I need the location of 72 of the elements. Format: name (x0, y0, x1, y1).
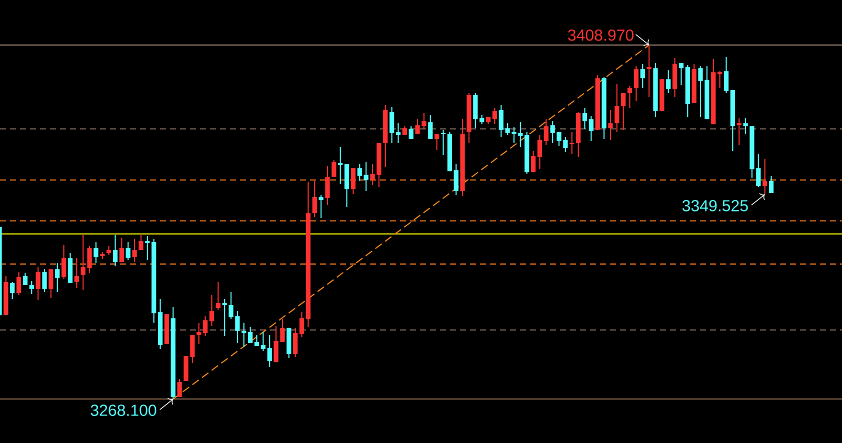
annotation: 3349.525 (682, 200, 748, 212)
candlestick (242, 322, 246, 348)
candlestick (640, 64, 645, 88)
candlestick (248, 326, 253, 344)
candlestick (42, 268, 47, 293)
candlestick (530, 150, 536, 173)
candlestick (138, 234, 144, 251)
candlestick (537, 134, 542, 170)
candlestick (126, 241, 130, 261)
candlestick (666, 70, 671, 94)
candlestick (318, 194, 324, 219)
candlestick (196, 322, 202, 345)
candlestick (357, 164, 362, 182)
candlestick (325, 166, 330, 206)
candlestick (634, 66, 639, 102)
candlestick (408, 126, 414, 140)
candlestick (454, 164, 458, 196)
candlestick (389, 106, 394, 144)
candlestick (36, 266, 40, 301)
candlestick (718, 70, 722, 88)
candlestick (222, 298, 227, 336)
candlestick (678, 62, 684, 86)
candlestick (480, 114, 484, 125)
candlestick (312, 180, 317, 218)
candlestick (29, 280, 34, 295)
candlestick (434, 133, 440, 151)
candlestick (293, 327, 298, 358)
candlestick (10, 281, 15, 300)
candlestick (94, 241, 98, 264)
candlestick (112, 234, 118, 267)
candlestick (74, 258, 79, 288)
candlestick (132, 238, 137, 263)
candlestick (106, 245, 112, 256)
candlestick (216, 281, 220, 311)
candlestick (768, 175, 774, 194)
candlestick (492, 108, 498, 125)
candlestick (22, 272, 28, 286)
candlestick (16, 271, 22, 296)
candlestick (743, 118, 748, 134)
annotation: 3408.970 (568, 29, 634, 41)
candlestick (762, 158, 768, 195)
candlestick (621, 92, 626, 130)
candlestick (177, 378, 182, 398)
candlestick (440, 129, 446, 156)
candlestick (61, 244, 66, 280)
candlestick (724, 56, 729, 94)
candlestick (646, 44, 652, 98)
candlestick (364, 162, 368, 192)
candlestick (614, 83, 620, 132)
candlestick (48, 268, 54, 299)
annotation: 3268.100 (90, 404, 156, 416)
candlestick (736, 118, 742, 146)
candlestick (145, 235, 150, 261)
candlestick (209, 294, 214, 326)
candlestick (119, 237, 124, 263)
candlestick (260, 331, 266, 352)
candlestick (570, 131, 574, 155)
candlestick (267, 334, 272, 368)
candlestick (627, 85, 632, 109)
candlestick (332, 160, 336, 178)
candlestick (55, 262, 60, 293)
candlestick (582, 108, 588, 130)
candlestick (544, 118, 548, 146)
candlestick (202, 316, 208, 336)
candlestick (498, 104, 504, 138)
candlestick (338, 146, 343, 184)
candlestick (299, 312, 304, 338)
candlestick (350, 168, 356, 195)
candlestick (428, 114, 433, 140)
candlestick (588, 116, 594, 142)
candlestick (396, 122, 401, 144)
candlestick (608, 110, 613, 140)
